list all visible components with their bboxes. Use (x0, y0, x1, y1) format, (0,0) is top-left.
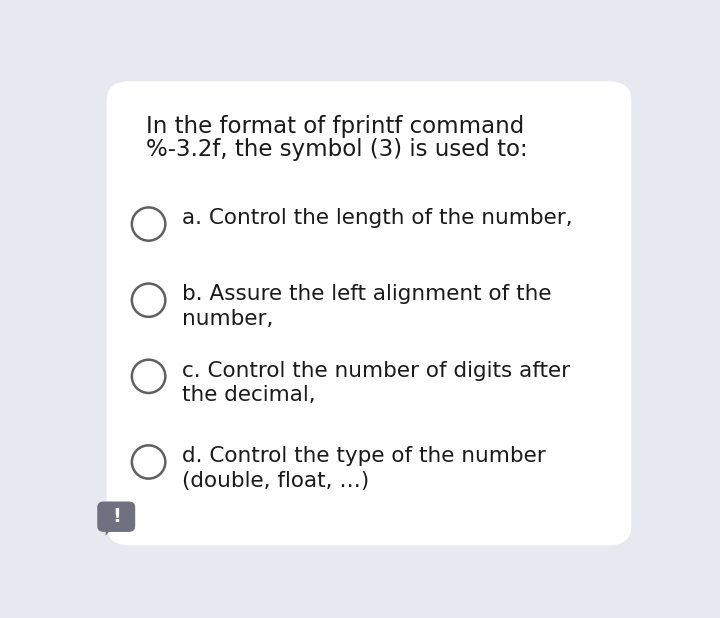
Text: number,: number, (182, 309, 274, 329)
Text: !: ! (112, 507, 121, 526)
Text: the decimal,: the decimal, (182, 386, 315, 405)
Text: c. Control the number of digits after: c. Control the number of digits after (182, 361, 570, 381)
Text: In the format of fprintf command: In the format of fprintf command (145, 114, 524, 138)
FancyBboxPatch shape (107, 82, 631, 545)
Polygon shape (106, 528, 112, 536)
FancyBboxPatch shape (97, 501, 135, 532)
Text: (double, float, …): (double, float, …) (182, 471, 369, 491)
Text: b. Assure the left alignment of the: b. Assure the left alignment of the (182, 284, 552, 305)
Text: %-3.2f, the symbol (3) is used to:: %-3.2f, the symbol (3) is used to: (145, 138, 528, 161)
Text: a. Control the length of the number,: a. Control the length of the number, (182, 208, 572, 228)
Text: d. Control the type of the number: d. Control the type of the number (182, 446, 546, 466)
